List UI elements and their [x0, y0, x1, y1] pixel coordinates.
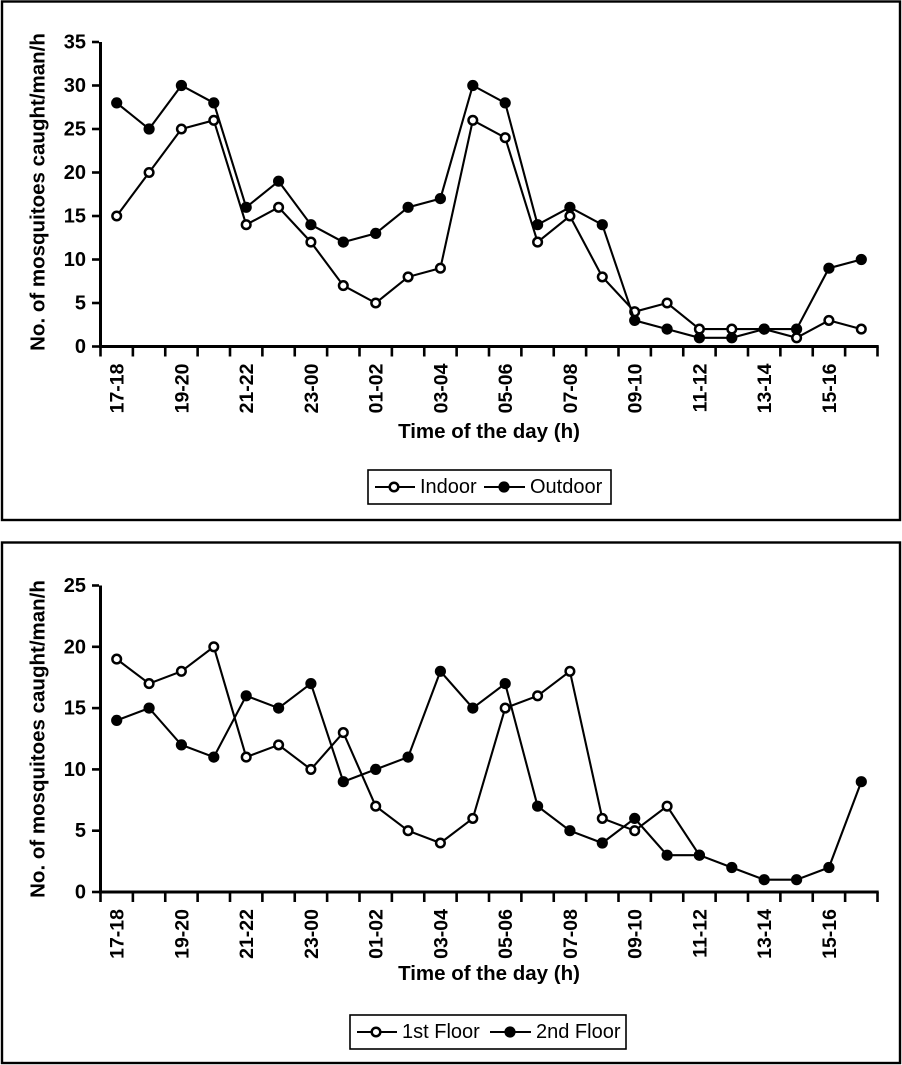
- svg-text:21-22: 21-22: [236, 363, 258, 413]
- svg-text:13-14: 13-14: [754, 363, 776, 413]
- svg-text:09-10: 09-10: [625, 363, 647, 413]
- svg-text:09-10: 09-10: [625, 909, 647, 959]
- svg-text:03-04: 03-04: [430, 363, 452, 413]
- svg-text:Time of the day (h): Time of the day (h): [398, 420, 580, 443]
- svg-text:05-06: 05-06: [495, 363, 517, 413]
- svg-text:01-02: 01-02: [366, 909, 388, 959]
- svg-text:17-18: 17-18: [107, 909, 129, 959]
- svg-text:0: 0: [75, 336, 86, 358]
- svg-text:2nd Floor: 2nd Floor: [536, 1021, 621, 1043]
- svg-text:15: 15: [64, 206, 86, 228]
- svg-text:13-14: 13-14: [754, 909, 776, 959]
- svg-text:11-12: 11-12: [689, 909, 711, 958]
- svg-text:Time of the day (h): Time of the day (h): [398, 962, 580, 985]
- svg-text:23-00: 23-00: [301, 909, 323, 959]
- svg-text:5: 5: [75, 293, 86, 315]
- svg-text:05-06: 05-06: [495, 909, 517, 959]
- svg-text:07-08: 07-08: [560, 363, 582, 413]
- svg-text:20: 20: [64, 162, 86, 184]
- svg-text:10: 10: [64, 249, 86, 271]
- svg-text:23-00: 23-00: [301, 363, 323, 413]
- svg-text:5: 5: [75, 820, 86, 842]
- svg-text:30: 30: [64, 75, 86, 97]
- svg-text:No. of mosquitoes caught/man/h: No. of mosquitoes caught/man/h: [27, 33, 50, 351]
- svg-text:35: 35: [64, 32, 86, 54]
- svg-text:19-20: 19-20: [171, 363, 193, 413]
- svg-text:15-16: 15-16: [819, 363, 841, 413]
- svg-text:25: 25: [64, 575, 86, 597]
- svg-text:1st Floor: 1st Floor: [402, 1021, 480, 1043]
- svg-text:0: 0: [75, 882, 86, 904]
- svg-text:25: 25: [64, 119, 86, 141]
- svg-text:20: 20: [64, 636, 86, 658]
- svg-text:11-12: 11-12: [689, 363, 711, 412]
- svg-text:15-16: 15-16: [819, 909, 841, 959]
- svg-text:15: 15: [64, 698, 86, 720]
- svg-text:01-02: 01-02: [366, 363, 388, 413]
- svg-text:10: 10: [64, 759, 86, 781]
- svg-text:19-20: 19-20: [171, 909, 193, 959]
- svg-text:Outdoor: Outdoor: [530, 476, 603, 498]
- svg-text:Indoor: Indoor: [420, 476, 477, 498]
- svg-text:07-08: 07-08: [560, 909, 582, 959]
- svg-text:No. of mosquitoes caught/man/h: No. of mosquitoes caught/man/h: [27, 580, 50, 898]
- svg-text:03-04: 03-04: [430, 909, 452, 959]
- svg-text:17-18: 17-18: [107, 363, 129, 413]
- svg-text:21-22: 21-22: [236, 909, 258, 959]
